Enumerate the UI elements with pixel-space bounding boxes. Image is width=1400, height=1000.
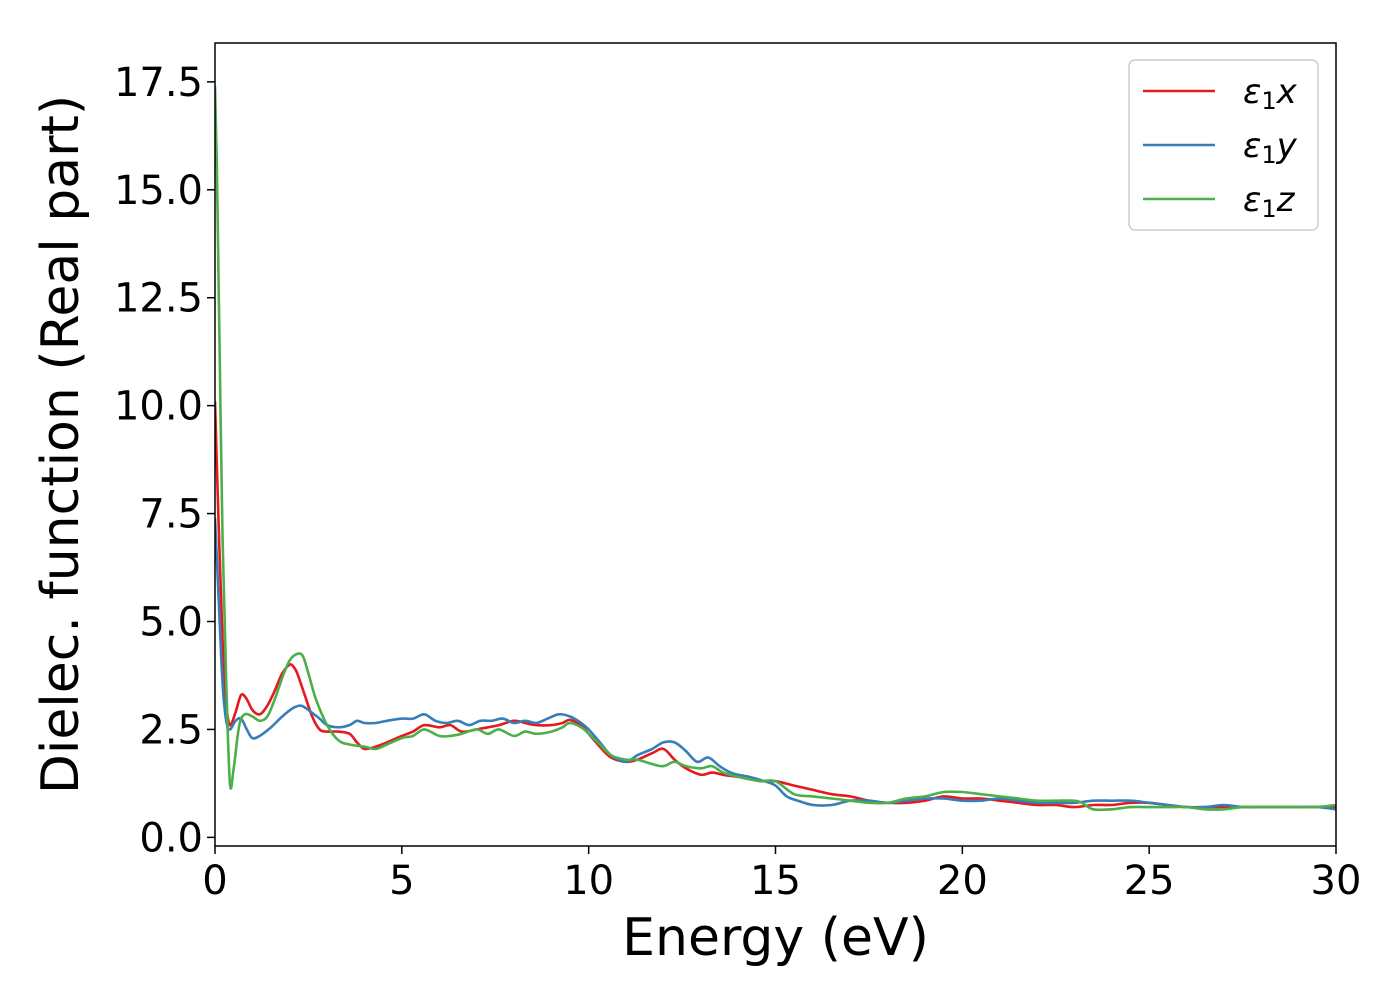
x-axis-title: Energy (eV) <box>622 908 929 968</box>
y-tick-label: 12.5 <box>114 276 203 322</box>
series-line-z <box>215 86 1336 812</box>
y-tick-label: 0.0 <box>139 815 203 861</box>
legend-label-z: ε1z <box>1243 180 1296 223</box>
y-tick-label: 5.0 <box>139 600 203 646</box>
x-tick-label: 0 <box>202 858 227 904</box>
y-tick-label: 17.5 <box>114 60 203 106</box>
x-tick-label: 5 <box>389 858 414 904</box>
x-tick-label: 10 <box>563 858 614 904</box>
legend-box <box>1128 59 1319 231</box>
x-tick-label: 15 <box>750 858 801 904</box>
series-line-x <box>215 401 1336 809</box>
x-tick-label: 25 <box>1124 858 1175 904</box>
series-lines <box>215 86 1336 812</box>
y-axis-title: Dielec. function (Real part) <box>31 95 91 794</box>
legend: ε1x ε1y ε1z <box>1128 59 1319 231</box>
x-tick-label: 30 <box>1311 858 1362 904</box>
legend-label-x: ε1x <box>1243 72 1298 115</box>
y-tick-label: 15.0 <box>114 168 203 214</box>
y-tick-label: 7.5 <box>139 492 203 538</box>
x-tick-label: 20 <box>937 858 988 904</box>
y-tick-label: 2.5 <box>139 707 203 753</box>
legend-label-y: ε1y <box>1243 126 1298 169</box>
y-tick-label: 10.0 <box>114 384 203 430</box>
x-axis: 0 5 10 15 20 25 30 <box>202 846 1361 904</box>
y-axis: 0.0 2.5 5.0 7.5 10.0 12.5 15.0 17.5 <box>114 60 215 861</box>
